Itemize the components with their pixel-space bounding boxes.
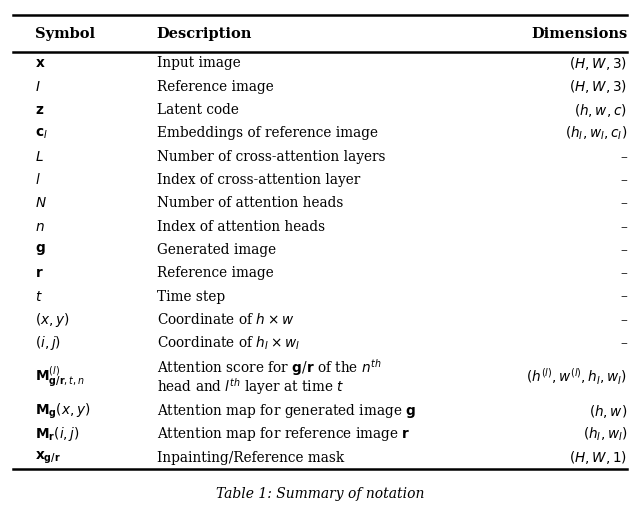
- Text: Reference image: Reference image: [157, 80, 273, 94]
- Text: $(H, W, 3)$: $(H, W, 3)$: [570, 55, 627, 72]
- Text: $\mathbf{r}$: $\mathbf{r}$: [35, 266, 44, 280]
- Text: –: –: [620, 173, 627, 187]
- Text: Input image: Input image: [157, 56, 241, 70]
- Text: –: –: [620, 150, 627, 164]
- Text: $(H, W, 1)$: $(H, W, 1)$: [570, 449, 627, 466]
- Text: Description: Description: [157, 27, 252, 41]
- Text: Attention map for generated image $\mathbf{g}$: Attention map for generated image $\math…: [157, 402, 416, 420]
- Text: $l$: $l$: [35, 172, 41, 188]
- Text: $N$: $N$: [35, 196, 47, 210]
- Text: $(x, y)$: $(x, y)$: [35, 311, 70, 329]
- Text: –: –: [620, 220, 627, 234]
- Text: Index of cross-attention layer: Index of cross-attention layer: [157, 173, 360, 187]
- Text: –: –: [620, 289, 627, 304]
- Text: $(h, w)$: $(h, w)$: [589, 403, 627, 420]
- Text: $(h^{(l)}, w^{(l)}, h_I, w_I)$: $(h^{(l)}, w^{(l)}, h_I, w_I)$: [526, 367, 627, 387]
- Text: $\mathbf{M_{g}}(x,y)$: $\mathbf{M_{g}}(x,y)$: [35, 402, 91, 421]
- Text: Reference image: Reference image: [157, 266, 273, 280]
- Text: $(H, W, 3)$: $(H, W, 3)$: [570, 78, 627, 95]
- Text: $I$: $I$: [35, 80, 41, 94]
- Text: $L$: $L$: [35, 150, 44, 164]
- Text: $\mathbf{g}$: $\mathbf{g}$: [35, 242, 46, 258]
- Text: $\mathbf{M_{r}}(i,j)$: $\mathbf{M_{r}}(i,j)$: [35, 425, 80, 444]
- Text: Number of attention heads: Number of attention heads: [157, 196, 343, 210]
- Text: Attention map for reference image $\mathbf{r}$: Attention map for reference image $\math…: [157, 425, 410, 444]
- Text: $\mathbf{z}$: $\mathbf{z}$: [35, 103, 44, 117]
- Text: Embeddings of reference image: Embeddings of reference image: [157, 126, 378, 140]
- Text: Coordinate of $h_I \times w_I$: Coordinate of $h_I \times w_I$: [157, 335, 300, 352]
- Text: Number of cross-attention layers: Number of cross-attention layers: [157, 150, 385, 164]
- Text: head and $l^{th}$ layer at time $t$: head and $l^{th}$ layer at time $t$: [157, 377, 344, 397]
- Text: $\mathbf{x}$: $\mathbf{x}$: [35, 56, 46, 70]
- Text: –: –: [620, 313, 627, 327]
- Text: Coordinate of $h \times w$: Coordinate of $h \times w$: [157, 312, 294, 328]
- Text: $(i, j)$: $(i, j)$: [35, 334, 61, 352]
- Text: Table 1: Summary of notation: Table 1: Summary of notation: [216, 487, 424, 501]
- Text: $\mathbf{x_{g/r}}$: $\mathbf{x_{g/r}}$: [35, 450, 61, 466]
- Text: $(h_I, w_I)$: $(h_I, w_I)$: [582, 426, 627, 443]
- Text: $(h, w, c)$: $(h, w, c)$: [575, 101, 627, 119]
- Text: Generated image: Generated image: [157, 243, 276, 257]
- Text: $t$: $t$: [35, 289, 43, 304]
- Text: $\mathbf{c}_{I}$: $\mathbf{c}_{I}$: [35, 126, 48, 140]
- Text: Dimensions: Dimensions: [531, 27, 627, 41]
- Text: $\mathbf{M}^{(l)}_{\mathbf{g/r},t,n}$: $\mathbf{M}^{(l)}_{\mathbf{g/r},t,n}$: [35, 365, 85, 389]
- Text: Attention score for $\mathbf{g}$/$\mathbf{r}$ of the $n^{th}$: Attention score for $\mathbf{g}$/$\mathb…: [157, 357, 381, 378]
- Text: $(h_I, w_I, c_I)$: $(h_I, w_I, c_I)$: [565, 125, 627, 142]
- Text: Latent code: Latent code: [157, 103, 239, 117]
- Text: Time step: Time step: [157, 289, 225, 304]
- Text: –: –: [620, 196, 627, 210]
- Text: Index of attention heads: Index of attention heads: [157, 220, 325, 234]
- Text: Symbol: Symbol: [35, 27, 95, 41]
- Text: –: –: [620, 243, 627, 257]
- Text: Inpainting/Reference mask: Inpainting/Reference mask: [157, 451, 344, 465]
- Text: –: –: [620, 266, 627, 280]
- Text: –: –: [620, 336, 627, 350]
- Text: $n$: $n$: [35, 220, 45, 234]
